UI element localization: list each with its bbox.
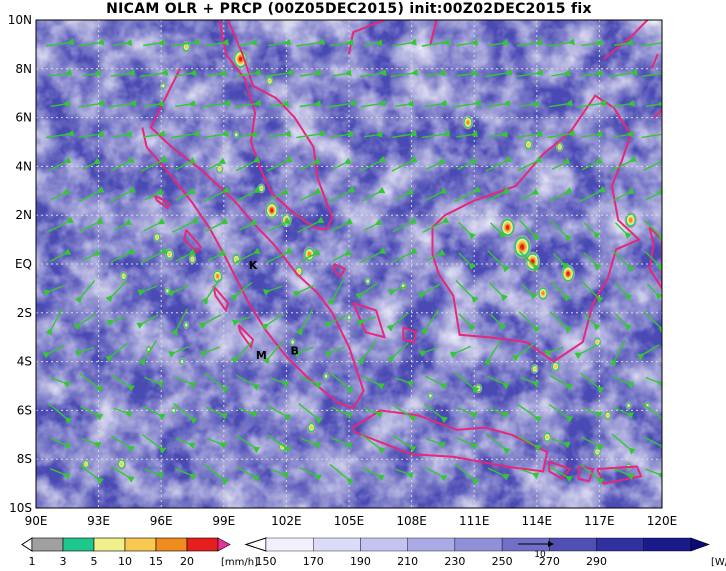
lat-tick-label: 6S <box>17 403 32 417</box>
reference-vector-label: 10 <box>534 550 546 560</box>
lon-tick-label: 117E <box>584 514 615 528</box>
lat-tick-label: 8S <box>17 452 32 466</box>
station-labels: K B M <box>249 259 299 362</box>
precip-colorbar: 1 3 5 10 15 20 [mm/h] <box>21 537 258 568</box>
precip-colorbar-swatch <box>62 537 95 552</box>
coastline <box>650 53 659 70</box>
coastline <box>153 194 171 210</box>
olr-colorbar-swatch <box>549 537 597 552</box>
precip-colorbar-label: 5 <box>91 555 98 568</box>
lon-tick-label: 102E <box>271 514 302 528</box>
precip-colorbar-label: 20 <box>180 555 194 568</box>
olr-colorbar-swatch <box>596 537 644 552</box>
lat-tick-label: 2S <box>17 306 32 320</box>
olr-colorbar-label: 190 <box>350 555 371 568</box>
coastline <box>218 20 334 231</box>
olr-colorbar-label: 290 <box>586 555 607 568</box>
precip-colorbar-label: 10 <box>118 555 132 568</box>
lon-tick-label: 105E <box>334 514 365 528</box>
lat-tick-label: 6N <box>15 111 32 125</box>
lon-tick-label: 90E <box>25 514 48 528</box>
station-label-k: K <box>249 259 258 272</box>
olr-unit: [W/m^2] <box>711 557 726 568</box>
lon-tick-label: 96E <box>150 514 173 528</box>
lon-tick-label: 108E <box>396 514 427 528</box>
precip-colorbar-label: 3 <box>60 555 67 568</box>
lon-tick-label: 93E <box>87 514 110 528</box>
lat-tick-label: 10S <box>9 501 32 515</box>
map-title: NICAM OLR + PRCP (00Z05DEC2015) init:00Z… <box>106 1 592 17</box>
plot-frame <box>35 19 663 509</box>
olr-colorbar-swatch <box>360 537 408 552</box>
olr-colorbar-label: 250 <box>492 555 513 568</box>
station-label-m: M <box>256 349 267 362</box>
wind-vectors <box>42 38 662 486</box>
coastline <box>183 229 203 254</box>
olr-colorbar-swatch <box>313 537 361 552</box>
precip-colorbar-label: 1 <box>29 555 36 568</box>
coastline <box>348 20 385 55</box>
coastline <box>548 460 572 480</box>
coastline <box>352 409 549 473</box>
lat-tick-label: 2N <box>15 208 32 222</box>
olr-colorbar-label: 150 <box>256 555 277 568</box>
olr-colorbar-label: 170 <box>303 555 324 568</box>
precip-colorbar-swatch <box>155 537 188 552</box>
precip-colorbar-swatch <box>124 537 157 552</box>
lon-tick-label: 111E <box>459 514 490 528</box>
olr-colorbar-swatch <box>643 537 692 552</box>
lat-tick-label: 10N <box>8 13 32 27</box>
olr-colorbar-label: 270 <box>539 555 560 568</box>
precip-colorbar-label: 15 <box>149 555 163 568</box>
precip-colorbar-swatch <box>186 537 219 552</box>
lat-tick-label: EQ <box>15 257 32 271</box>
station-label-b: B <box>291 344 299 357</box>
coastline <box>431 94 641 363</box>
lon-tick-label: 114E <box>522 514 553 528</box>
coastline <box>602 20 649 60</box>
coastline <box>429 20 438 45</box>
olr-colorbar-swatch <box>407 537 456 552</box>
olr-field <box>36 20 662 508</box>
precip-colorbar-swatch <box>93 537 126 552</box>
coastline <box>333 263 347 278</box>
olr-colorbar-swatch <box>454 537 503 552</box>
latitude-labels: 10N 8N 6N 4N 2N EQ 2S 4S 6S 8S 10S <box>8 13 32 515</box>
lat-tick-label: 8N <box>15 62 32 76</box>
coastline <box>577 465 595 483</box>
longitude-labels: 90E 93E 96E 99E 102E 105E 108E 111E 114E 117E 120E <box>25 514 678 528</box>
coastline <box>212 285 230 313</box>
olr-colorbar-label: 210 <box>397 555 418 568</box>
coastline <box>653 109 662 119</box>
lon-tick-label: 120E <box>647 514 678 528</box>
coastlines <box>141 20 662 485</box>
coastline <box>141 68 365 410</box>
coastline <box>402 326 417 344</box>
precip-unit: [mm/h] <box>221 557 258 568</box>
olr-colorbar-label: 230 <box>444 555 465 568</box>
lon-tick-label: 99E <box>212 514 235 528</box>
olr-colorbar-swatch <box>265 537 314 552</box>
lat-tick-label: 4S <box>17 355 32 369</box>
lat-tick-label: 4N <box>15 159 32 173</box>
precip-colorbar-swatch <box>31 537 64 552</box>
coastline <box>237 324 255 350</box>
olr-colorbar: 150 170 190 210 230 250 270 290 10 [W/m^2] <box>244 537 726 568</box>
